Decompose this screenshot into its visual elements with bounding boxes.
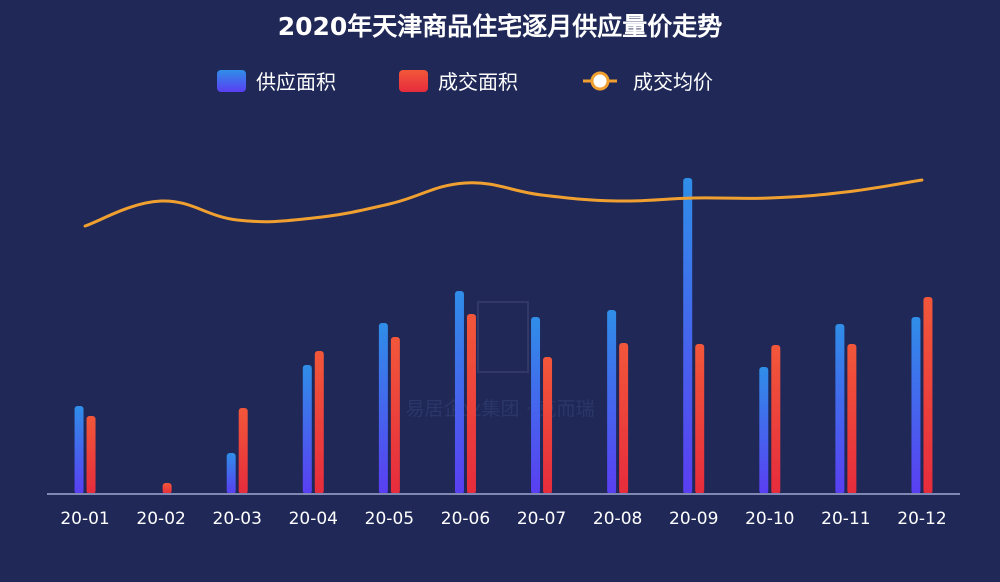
x-tick-label: 20-06 [441, 509, 490, 529]
x-tick-label: 20-09 [669, 509, 718, 529]
bar-supply-20-12[interactable] [911, 317, 921, 494]
x-tick-label: 20-01 [60, 509, 109, 529]
watermark-logo [477, 301, 529, 373]
bar-deal-20-11[interactable] [847, 344, 857, 494]
legend-item-price[interactable]: 成交均价 [583, 70, 713, 94]
legend-item-supply[interactable]: 供应面积 [217, 70, 336, 94]
x-tick-label: 20-03 [213, 509, 262, 529]
legend-label-supply: 供应面积 [256, 70, 336, 94]
legend-marker-price [590, 71, 610, 91]
bar-deal-20-12[interactable] [923, 297, 933, 494]
x-tick-label: 20-07 [517, 509, 566, 529]
legend-item-deal[interactable]: 成交面积 [399, 70, 518, 94]
x-tick-label: 20-11 [821, 509, 870, 529]
bar-supply-20-01[interactable] [74, 406, 84, 494]
bar-supply-20-03[interactable] [226, 453, 236, 494]
legend: 供应面积 成交面积 成交均价 [217, 70, 713, 94]
legend-label-deal: 成交面积 [438, 70, 518, 94]
bars-layer [74, 178, 933, 494]
bar-deal-20-01[interactable] [86, 416, 96, 494]
watermark: 易居企业集团 · 克而瑞 [405, 301, 595, 420]
bar-deal-20-06[interactable] [466, 314, 476, 494]
bar-deal-20-10[interactable] [771, 345, 781, 494]
line-layer [83, 178, 924, 228]
bar-supply-20-07[interactable] [531, 317, 541, 494]
bar-deal-20-09[interactable] [695, 344, 705, 494]
bar-deal-20-03[interactable] [238, 408, 248, 494]
bar-supply-20-06[interactable] [454, 291, 464, 494]
bar-supply-20-09[interactable] [683, 178, 693, 494]
legend-swatch-deal [399, 70, 428, 92]
bar-supply-20-05[interactable] [378, 323, 388, 494]
x-tick-label: 20-05 [365, 509, 414, 529]
legend-label-price: 成交均价 [633, 70, 713, 94]
bar-supply-20-08[interactable] [607, 310, 617, 494]
legend-swatch-supply [217, 70, 246, 92]
x-tick-label: 20-02 [136, 509, 185, 529]
x-tick-label: 20-12 [897, 509, 946, 529]
bar-deal-20-04[interactable] [314, 351, 324, 494]
line-price[interactable] [83, 178, 924, 228]
bar-supply-20-10[interactable] [759, 367, 769, 494]
x-axis-ticks: 20-01 20-02 20-03 20-04 20-05 20-06 20-07 20-08… [60, 509, 946, 529]
bar-deal-20-08[interactable] [619, 343, 629, 494]
bar-deal-20-02[interactable] [162, 483, 172, 494]
x-tick-label: 20-10 [745, 509, 794, 529]
watermark-text: 易居企业集团 · 克而瑞 [405, 398, 594, 420]
x-tick-label: 20-04 [289, 509, 338, 529]
chart-title: 2020年天津商品住宅逐月供应量价走势 [278, 12, 723, 41]
bar-supply-20-04[interactable] [302, 365, 312, 494]
bar-deal-20-05[interactable] [390, 337, 400, 494]
bar-supply-20-11[interactable] [835, 324, 845, 494]
bar-deal-20-07[interactable] [543, 357, 553, 494]
x-tick-label: 20-08 [593, 509, 642, 529]
